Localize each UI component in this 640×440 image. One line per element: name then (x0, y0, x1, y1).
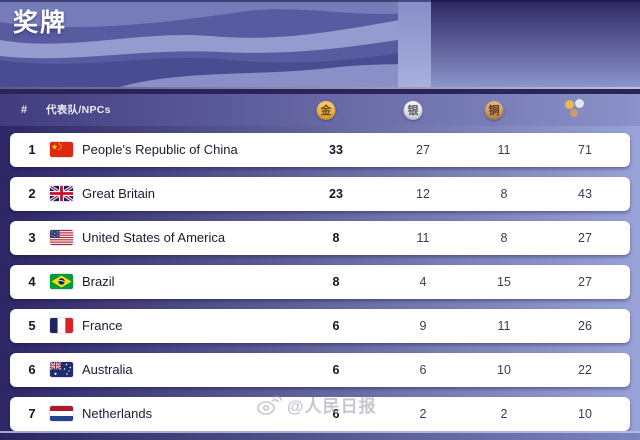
bronze-count: 8 (500, 231, 508, 245)
flag-netherlands-icon (50, 406, 73, 421)
flag-usa-icon (50, 230, 73, 245)
table-row[interactable]: 1 People's Republic of China 33 27 11 71 (10, 133, 630, 167)
silver-count: 9 (419, 319, 427, 333)
bronze-count: 15 (497, 275, 511, 289)
table-body: 1 People's Republic of China 33 27 11 71… (0, 126, 640, 440)
wave-pattern-decoration (0, 0, 435, 87)
silver-medal-icon: 银 (403, 100, 423, 120)
rank-cell: 7 (28, 406, 36, 421)
silver-count: 27 (416, 143, 430, 157)
country-name: Great Britain (82, 186, 155, 201)
bronze-dot-icon (570, 108, 578, 117)
silver-count: 2 (419, 407, 427, 421)
header-divider-band (0, 87, 640, 94)
total-count: 27 (578, 275, 592, 289)
gold-count: 8 (332, 231, 340, 245)
gold-count: 6 (332, 407, 340, 421)
total-medals-icon (565, 99, 585, 119)
total-count: 27 (578, 231, 592, 245)
country-name: United States of America (82, 230, 226, 245)
banner-light-strip (398, 0, 431, 87)
flag-australia-icon (50, 362, 73, 377)
gold-dot-icon (565, 100, 574, 109)
bronze-count: 11 (497, 143, 511, 157)
table-row[interactable]: 6 Australia 6 6 10 22 (10, 353, 630, 387)
total-count: 43 (578, 187, 592, 201)
bottom-edge-band (0, 431, 640, 440)
gold-count: 6 (332, 319, 340, 333)
watermark-text: @人民日报 (287, 397, 377, 416)
rank-cell: 1 (28, 142, 36, 157)
total-count: 22 (578, 363, 592, 377)
rank-cell: 5 (28, 318, 36, 333)
bronze-medal-icon: 铜 (484, 100, 504, 120)
rank-cell: 6 (28, 362, 36, 377)
gold-count: 23 (329, 187, 343, 201)
flag-china-icon (50, 142, 73, 157)
team-column-header: 代表队/NPCs (46, 104, 111, 116)
page-title: 奖牌 (13, 9, 68, 37)
gold-count: 6 (332, 363, 340, 377)
total-count: 10 (578, 407, 592, 421)
country-name: Brazil (82, 274, 115, 289)
silver-count: 12 (416, 187, 430, 201)
rank-column-header: # (21, 104, 28, 116)
silver-count: 6 (419, 363, 427, 377)
gold-count: 33 (329, 143, 343, 157)
flag-france-icon (50, 318, 73, 333)
table-header: # 代表队/NPCs 金 银 铜 (0, 94, 640, 126)
country-name: Australia (82, 362, 133, 377)
gold-count: 8 (332, 275, 340, 289)
bronze-count: 2 (500, 407, 508, 421)
gold-medal-icon: 金 (316, 100, 336, 120)
silver-count: 4 (419, 275, 427, 289)
weibo-icon (257, 395, 282, 415)
table-row[interactable]: 7 Netherlands 6 2 2 10 (10, 397, 630, 431)
table-row[interactable]: 3 United States of (10, 221, 630, 255)
country-name: People's Republic of China (82, 142, 238, 157)
total-count: 26 (578, 319, 592, 333)
bronze-count: 8 (500, 187, 508, 201)
total-count: 71 (578, 143, 592, 157)
bronze-count: 10 (497, 363, 511, 377)
watermark: @人民日报 (256, 392, 377, 417)
banner: 奖牌 (0, 0, 640, 87)
table-row[interactable]: 2 Great Britain 23 12 8 43 (10, 177, 630, 211)
rank-cell: 2 (28, 186, 36, 201)
table-row[interactable]: 4 Brazil 8 4 15 27 (10, 265, 630, 299)
rank-cell: 4 (28, 274, 36, 289)
country-name: Netherlands (82, 406, 153, 421)
flag-great-britain-icon (50, 186, 73, 201)
country-name: France (82, 318, 123, 333)
banner-right-panel (431, 0, 640, 87)
rank-cell: 3 (28, 230, 36, 245)
silver-dot-icon (575, 99, 584, 108)
bronze-count: 11 (497, 319, 511, 333)
silver-count: 11 (416, 231, 430, 245)
table-row[interactable]: 5 France 6 9 11 26 (10, 309, 630, 343)
flag-brazil-icon (50, 274, 73, 289)
top-edge-shadow (0, 0, 640, 2)
